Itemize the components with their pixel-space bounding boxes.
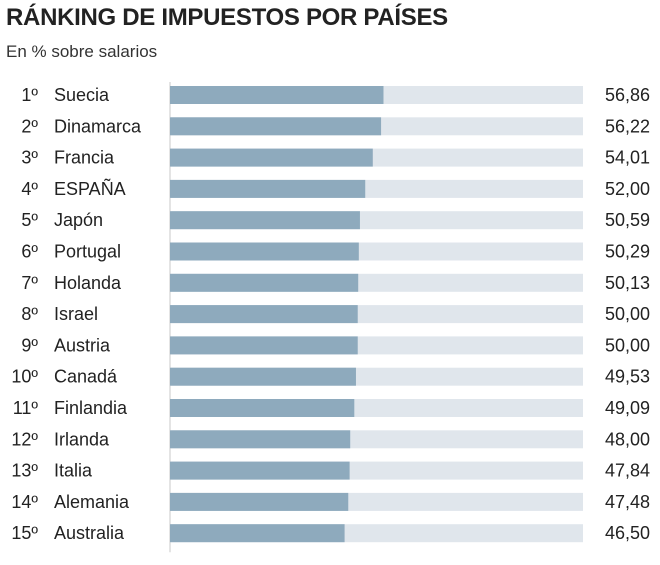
rank-label: 7º xyxy=(21,273,38,293)
chart-title: RÁNKING DE IMPUESTOS POR PAÍSES xyxy=(6,4,448,31)
country-label: Italia xyxy=(54,461,93,481)
value-label: 49,09 xyxy=(605,398,650,418)
rank-label: 12º xyxy=(11,429,38,449)
bar xyxy=(170,524,345,543)
value-label: 56,86 xyxy=(605,85,650,105)
rank-label: 2º xyxy=(21,116,38,136)
bar xyxy=(170,86,384,104)
bar xyxy=(170,461,350,480)
value-label: 52,00 xyxy=(605,179,650,199)
country-label: Canadá xyxy=(54,367,118,387)
bar xyxy=(170,242,359,261)
country-label: Israel xyxy=(54,304,98,324)
bar xyxy=(170,117,382,136)
rank-label: 8º xyxy=(21,304,38,324)
chart-subtitle: En % sobre salarios xyxy=(6,42,158,61)
value-label: 50,00 xyxy=(605,335,650,355)
country-label: Suecia xyxy=(54,85,110,105)
rank-label: 15º xyxy=(11,523,38,543)
country-label: Japón xyxy=(54,210,103,230)
country-label: Austria xyxy=(54,335,111,355)
value-label: 56,22 xyxy=(605,116,650,136)
value-label: 54,01 xyxy=(605,148,650,168)
bar xyxy=(170,430,351,449)
bar xyxy=(170,148,373,167)
bar xyxy=(170,273,359,292)
value-label: 50,13 xyxy=(605,273,650,293)
rank-label: 1º xyxy=(21,85,38,105)
country-label: Finlandia xyxy=(54,398,128,418)
country-label: Irlanda xyxy=(54,429,110,449)
country-label: Australia xyxy=(54,523,125,543)
rank-label: 14º xyxy=(11,492,38,512)
bar xyxy=(170,336,358,355)
bar xyxy=(170,367,356,386)
bar xyxy=(170,179,366,198)
country-label: ESPAÑA xyxy=(54,178,126,199)
value-label: 47,84 xyxy=(605,461,650,481)
rank-label: 4º xyxy=(21,179,38,199)
value-label: 50,59 xyxy=(605,210,650,230)
country-label: Francia xyxy=(54,148,115,168)
value-label: 50,00 xyxy=(605,304,650,324)
rank-label: 9º xyxy=(21,335,38,355)
bar xyxy=(170,211,360,230)
rank-label: 3º xyxy=(21,148,38,168)
bar xyxy=(170,399,355,417)
rank-label: 11º xyxy=(13,398,39,418)
bar xyxy=(170,492,349,511)
country-label: Holanda xyxy=(54,273,122,293)
rank-label: 5º xyxy=(21,210,38,230)
country-label: Alemania xyxy=(54,492,130,512)
value-label: 50,29 xyxy=(605,242,650,262)
value-label: 48,00 xyxy=(605,429,650,449)
country-label: Portugal xyxy=(54,242,121,262)
rank-label: 10º xyxy=(11,367,38,387)
value-label: 46,50 xyxy=(605,523,650,543)
value-label: 47,48 xyxy=(605,492,650,512)
country-label: Dinamarca xyxy=(54,116,142,136)
bar xyxy=(170,305,358,324)
rank-label: 6º xyxy=(21,242,38,262)
value-label: 49,53 xyxy=(605,367,650,387)
rank-label: 13º xyxy=(11,461,38,481)
